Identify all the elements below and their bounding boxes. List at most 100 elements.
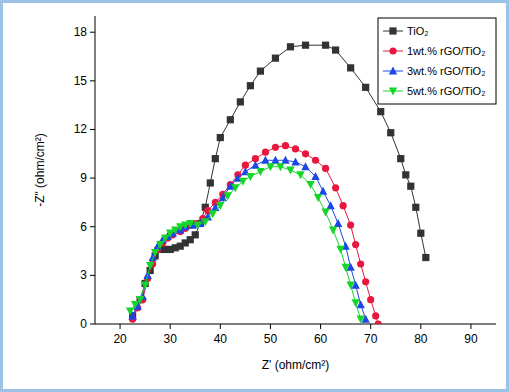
data-point — [407, 183, 414, 190]
x-tick-label: 30 — [164, 332, 178, 346]
data-point — [362, 84, 369, 91]
data-point — [231, 184, 239, 192]
y-tick — [90, 80, 95, 81]
data-point — [151, 249, 159, 257]
data-point — [171, 226, 179, 234]
data-point — [362, 278, 369, 285]
data-point — [322, 42, 329, 49]
data-point — [194, 222, 202, 230]
data-point — [352, 241, 359, 248]
data-point — [156, 241, 164, 249]
data-point — [326, 201, 334, 209]
data-point — [397, 155, 404, 162]
data-point — [296, 171, 304, 179]
data-point — [387, 129, 394, 136]
data-point — [332, 46, 339, 53]
data-point — [340, 202, 347, 209]
y-tick-label: 18 — [74, 25, 88, 39]
data-point — [141, 281, 149, 289]
y-axis — [95, 16, 96, 324]
data-point — [417, 230, 424, 237]
data-point — [292, 145, 299, 152]
data-point — [216, 202, 224, 210]
chart: 20304050607080900369121518Z' (ohm/cm²)-Z… — [0, 0, 509, 392]
data-point — [334, 219, 342, 227]
x-tick — [320, 324, 321, 329]
data-point — [272, 55, 279, 62]
series-line — [133, 146, 379, 324]
data-point — [282, 142, 289, 149]
data-point — [367, 296, 374, 303]
data-point — [357, 260, 364, 267]
data-point — [276, 163, 284, 171]
data-point — [302, 42, 309, 49]
data-point — [402, 171, 409, 178]
x-tick — [170, 324, 171, 329]
data-point — [351, 299, 359, 307]
data-point — [166, 230, 174, 238]
data-point — [329, 226, 337, 234]
data-point — [239, 178, 247, 186]
data-point — [212, 155, 219, 162]
y-tick-label: 9 — [80, 171, 87, 185]
legend-label: TiO₂ — [407, 25, 429, 37]
y-tick — [90, 129, 95, 130]
data-point — [412, 204, 419, 211]
x-tick-label: 50 — [264, 332, 278, 346]
y-tick-label: 15 — [74, 74, 88, 88]
data-point — [341, 264, 349, 272]
data-point — [302, 150, 309, 157]
legend-box — [378, 18, 496, 104]
x-tick — [220, 324, 221, 329]
data-point — [356, 316, 364, 324]
x-tick-label: 80 — [414, 332, 428, 346]
series-line — [130, 167, 361, 319]
data-point — [186, 220, 194, 228]
data-point — [256, 168, 264, 176]
legend-label: 3wt.% rGO/TiO₂ — [407, 65, 485, 77]
x-tick — [270, 324, 271, 329]
x-axis-label: Z' (ohm/cm²) — [262, 358, 330, 372]
data-point — [237, 98, 244, 105]
data-point — [311, 172, 319, 180]
data-point — [336, 246, 344, 254]
y-tick-label: 0 — [80, 317, 87, 331]
x-tick — [470, 324, 471, 329]
frame — [2, 2, 508, 391]
legend-label: 1wt.% rGO/TiO₂ — [407, 45, 485, 57]
legend-label: 5wt.% rGO/TiO₂ — [407, 85, 485, 97]
data-point — [262, 149, 269, 156]
data-point — [346, 281, 354, 289]
legend-marker — [389, 87, 397, 95]
data-point — [192, 231, 199, 238]
data-point — [306, 181, 314, 189]
legend-marker — [389, 47, 396, 54]
data-point — [375, 320, 382, 324]
data-point — [347, 222, 354, 229]
x-tick — [420, 324, 421, 329]
legend: TiO₂ 1wt.% rGO/TiO₂ 3wt.% rGO/TiO₂ 5wt.% rG… — [378, 18, 496, 104]
x-tick-label: 20 — [113, 332, 127, 346]
data-point — [322, 165, 329, 172]
y-tick — [90, 275, 95, 276]
data-point — [131, 301, 139, 309]
data-point — [136, 296, 144, 304]
legend-marker — [389, 67, 397, 75]
data-point — [207, 179, 214, 186]
data-point — [314, 194, 322, 202]
data-point — [201, 218, 209, 226]
data-point — [377, 108, 384, 115]
y-tick-label: 6 — [80, 220, 87, 234]
data-point — [281, 156, 289, 164]
x-tick-label: 40 — [214, 332, 228, 346]
data-point — [286, 166, 294, 174]
data-point — [301, 162, 309, 170]
y-tick-label: 12 — [74, 122, 88, 136]
x-tick-label: 70 — [364, 332, 378, 346]
data-point — [209, 210, 217, 218]
data-point — [321, 209, 329, 217]
data-point — [251, 161, 259, 169]
data-point — [266, 163, 274, 171]
data-point — [257, 68, 264, 75]
series-line — [133, 160, 366, 319]
